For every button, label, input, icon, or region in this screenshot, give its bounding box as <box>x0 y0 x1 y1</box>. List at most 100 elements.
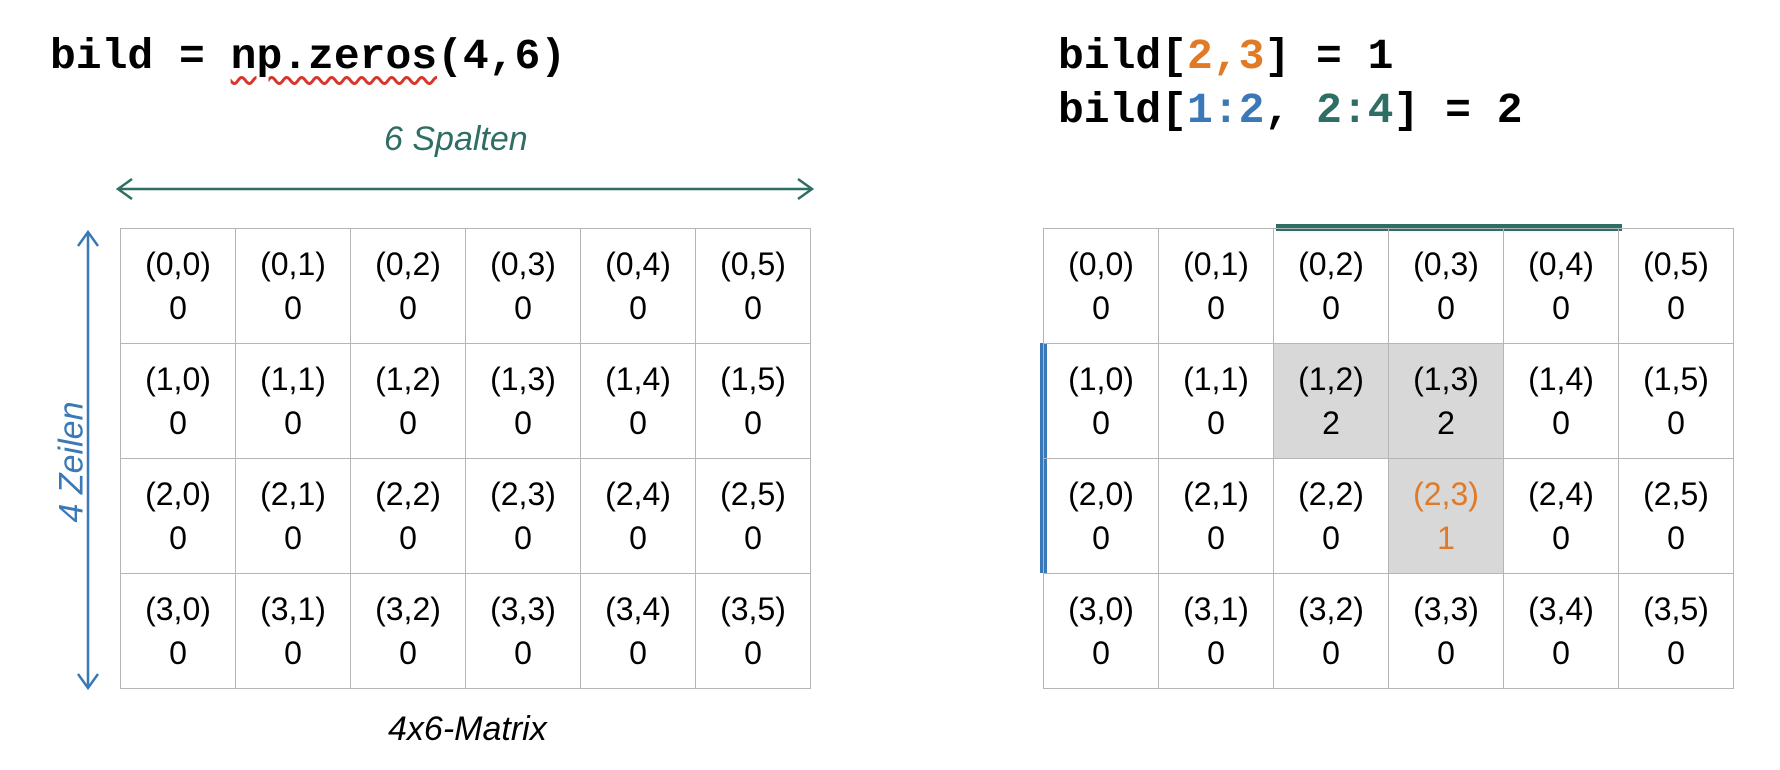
cell-value: 0 <box>514 290 532 326</box>
cell-index: (0,4) <box>1528 246 1594 282</box>
matrix-cell: (0,4) 0 <box>1504 229 1619 344</box>
cell-value: 0 <box>1322 290 1340 326</box>
cell-index: (0,3) <box>1413 246 1479 282</box>
cell-index: (1,5) <box>1643 361 1709 397</box>
matrix-cell: (0,2) 0 <box>1274 229 1389 344</box>
cell-index: (0,2) <box>1298 246 1364 282</box>
matrix-cell: (1,5) 0 <box>696 344 811 459</box>
cell-value: 0 <box>1092 520 1110 556</box>
cell-value: 0 <box>1667 520 1685 556</box>
cell-index: (1,2) <box>1298 361 1364 397</box>
cell-value: 0 <box>169 520 187 556</box>
cell-value: 0 <box>1667 635 1685 671</box>
cell-index: (0,0) <box>145 246 211 282</box>
cell-value: 0 <box>1092 405 1110 441</box>
matrix-cell: (1,2) 0 <box>351 344 466 459</box>
columns-arrow <box>115 177 815 201</box>
code-cols-teal: 2:4 <box>1316 86 1394 135</box>
cell-value: 0 <box>1092 635 1110 671</box>
matrix-cell: (3,0) 0 <box>121 574 236 689</box>
cell-value: 0 <box>1667 290 1685 326</box>
matrix-cell: (2,4) 0 <box>581 459 696 574</box>
matrix-cell: (1,0) 0 <box>1044 344 1159 459</box>
code-rows-blue: 1:2 <box>1187 86 1265 135</box>
matrix-cell: (1,3) 2 <box>1389 344 1504 459</box>
cell-index: (0,3) <box>490 246 556 282</box>
cell-value: 0 <box>1092 290 1110 326</box>
cell-index: (3,3) <box>1413 591 1479 627</box>
cell-value: 0 <box>1437 290 1455 326</box>
cell-value: 0 <box>399 635 417 671</box>
matrix-cell: (2,5) 0 <box>1619 459 1734 574</box>
matrix-cell: (3,4) 0 <box>581 574 696 689</box>
cell-value: 0 <box>629 635 647 671</box>
cell-value: 0 <box>1322 520 1340 556</box>
cell-index: (1,1) <box>260 361 326 397</box>
cell-index: (0,0) <box>1068 246 1134 282</box>
cell-index: (2,5) <box>1643 476 1709 512</box>
matrix-cell: (0,3) 0 <box>466 229 581 344</box>
cell-index: (2,0) <box>1068 476 1134 512</box>
cell-index: (3,4) <box>1528 591 1594 627</box>
matrix-cell: (1,4) 0 <box>1504 344 1619 459</box>
matrix-cell: (1,2) 2 <box>1274 344 1389 459</box>
matrix-cell: (3,3) 0 <box>1389 574 1504 689</box>
cell-index: (2,4) <box>1528 476 1594 512</box>
matrix-cell: (2,4) 0 <box>1504 459 1619 574</box>
cell-index: (3,5) <box>1643 591 1709 627</box>
cell-index: (0,2) <box>375 246 441 282</box>
cell-value: 0 <box>1667 405 1685 441</box>
cell-index: (3,5) <box>720 591 786 627</box>
code-prefix: bild = <box>50 32 231 81</box>
columns-label: 6 Spalten <box>384 120 528 158</box>
cell-index: (1,4) <box>605 361 671 397</box>
cell-index: (1,4) <box>1528 361 1594 397</box>
cell-value: 0 <box>169 405 187 441</box>
matrix-cell: (0,3) 0 <box>1389 229 1504 344</box>
cell-index: (1,2) <box>375 361 441 397</box>
matrix-cell: (2,2) 0 <box>351 459 466 574</box>
matrix-cell: (1,0) 0 <box>121 344 236 459</box>
matrix-cell: (0,0) 0 <box>121 229 236 344</box>
cell-value: 0 <box>744 405 762 441</box>
cell-value: 0 <box>1552 520 1570 556</box>
cell-index: (0,1) <box>260 246 326 282</box>
matrix-cell: (2,1) 0 <box>1159 459 1274 574</box>
matrix-grid-left: (0,0) 0 (0,1) 0 (0,2) 0 (0,3) 0 (0,4) 0 (0,5) 0 (1,0… <box>120 228 811 689</box>
cell-value: 0 <box>1552 635 1570 671</box>
matrix-cell: (3,1) 0 <box>1159 574 1274 689</box>
cell-index: (2,2) <box>1298 476 1364 512</box>
left-code-line: bild = np.zeros(4,6) <box>50 30 566 84</box>
matrix-cell: (3,2) 0 <box>1274 574 1389 689</box>
cell-value: 0 <box>169 635 187 671</box>
cell-value: 0 <box>1207 290 1225 326</box>
matrix-cell: (3,0) 0 <box>1044 574 1159 689</box>
matrix-cell: (2,0) 0 <box>1044 459 1159 574</box>
cell-value: 0 <box>399 520 417 556</box>
cell-index: (0,5) <box>720 246 786 282</box>
code-suffix: (4,6) <box>437 32 567 81</box>
matrix-cell: (1,4) 0 <box>581 344 696 459</box>
cell-value: 0 <box>744 290 762 326</box>
cell-value: 0 <box>1207 520 1225 556</box>
cell-value: 0 <box>744 520 762 556</box>
matrix-cell: (0,1) 0 <box>1159 229 1274 344</box>
cell-index: (2,2) <box>375 476 441 512</box>
matrix-cell: (0,5) 0 <box>696 229 811 344</box>
matrix-cell: (2,0) 0 <box>121 459 236 574</box>
cell-value: 0 <box>1322 635 1340 671</box>
cell-index: (1,5) <box>720 361 786 397</box>
cell-value: 2 <box>1437 405 1455 441</box>
cell-index: (3,0) <box>1068 591 1134 627</box>
cell-index: (3,4) <box>605 591 671 627</box>
cell-index: (1,3) <box>1413 361 1479 397</box>
matrix-cell: (0,5) 0 <box>1619 229 1734 344</box>
matrix-cell: (3,1) 0 <box>236 574 351 689</box>
cell-value: 0 <box>514 520 532 556</box>
matrix-cell: (2,2) 0 <box>1274 459 1389 574</box>
cell-index: (3,1) <box>1183 591 1249 627</box>
cell-value: 0 <box>744 635 762 671</box>
matrix-cell: (0,4) 0 <box>581 229 696 344</box>
cell-index: (2,4) <box>605 476 671 512</box>
cell-value: 1 <box>1437 520 1455 556</box>
